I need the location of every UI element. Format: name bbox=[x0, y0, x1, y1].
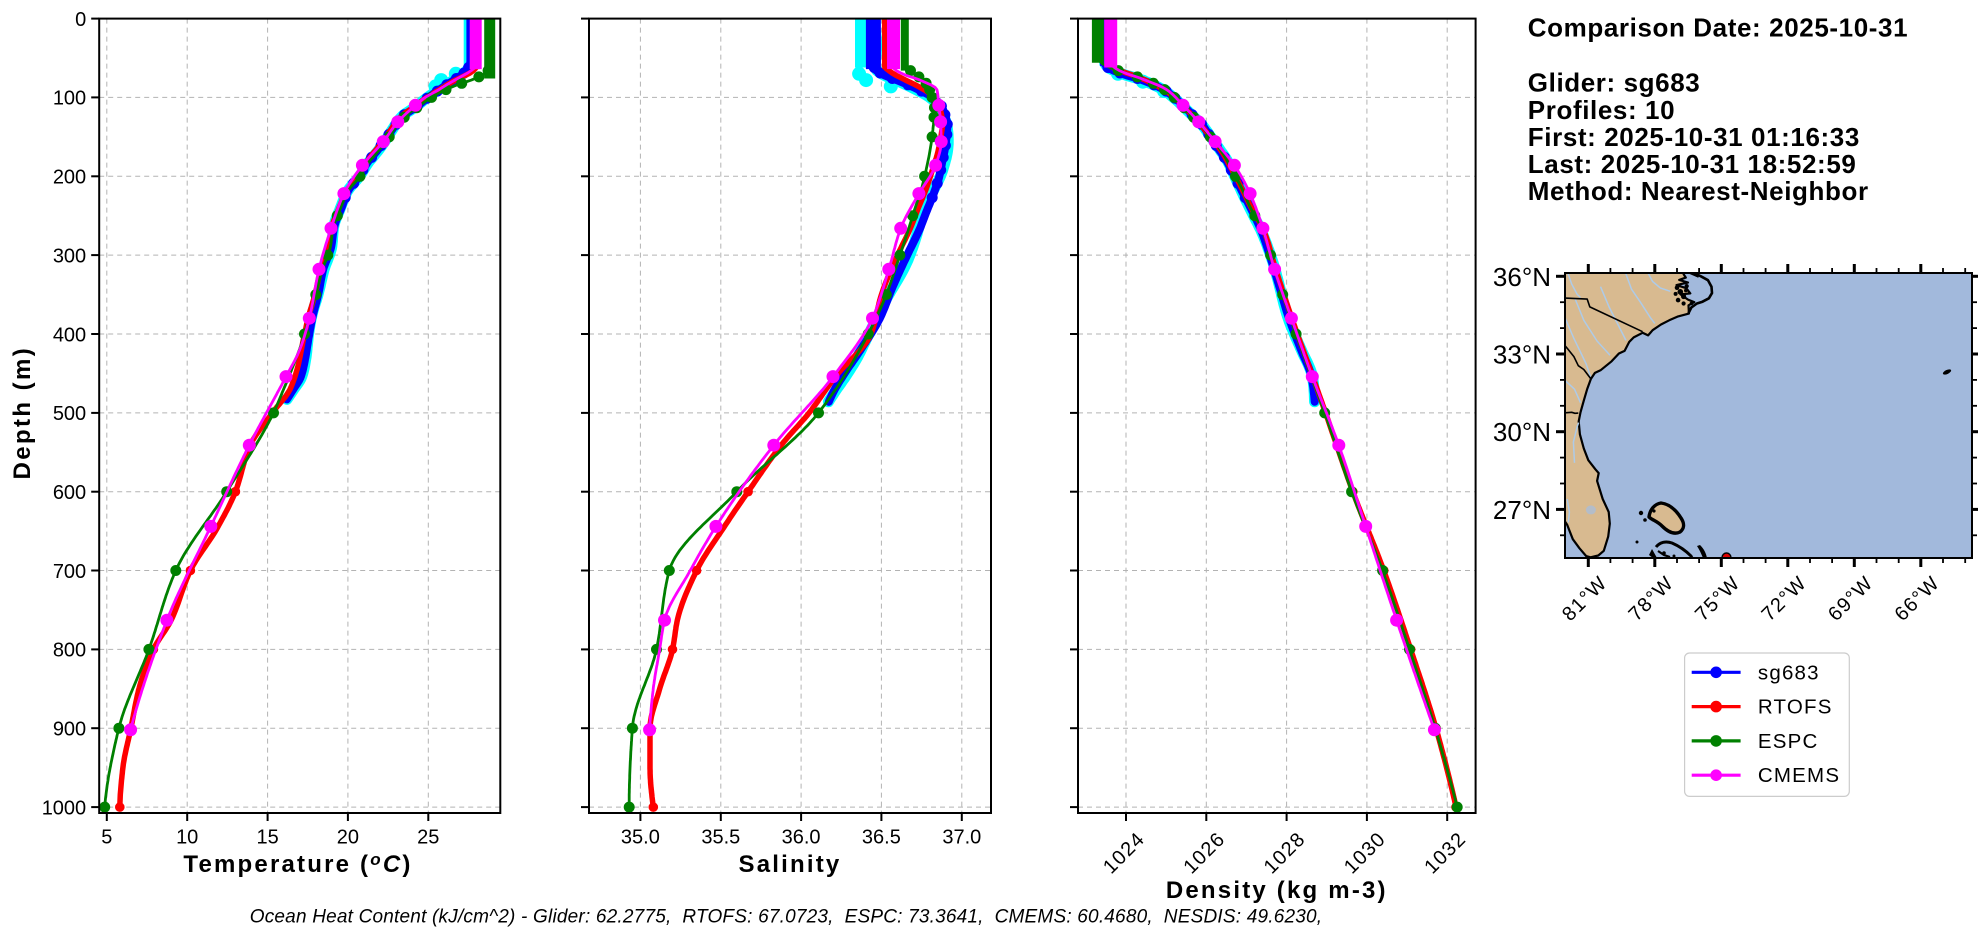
svg-text:5: 5 bbox=[101, 826, 112, 848]
svg-text:35.0: 35.0 bbox=[621, 826, 660, 848]
svg-text:sg683: sg683 bbox=[1758, 661, 1820, 684]
svg-text:900: 900 bbox=[53, 719, 86, 741]
svg-text:First: 2025-10-31 01:16:33: First: 2025-10-31 01:16:33 bbox=[1528, 122, 1860, 152]
svg-text:33°N: 33°N bbox=[1493, 340, 1551, 370]
svg-text:36.0: 36.0 bbox=[782, 826, 821, 848]
svg-text:Last: 2025-10-31 18:52:59: Last: 2025-10-31 18:52:59 bbox=[1528, 149, 1857, 179]
svg-text:0: 0 bbox=[75, 9, 86, 31]
svg-text:Depth (m): Depth (m) bbox=[9, 346, 36, 480]
svg-text:37.0: 37.0 bbox=[942, 826, 981, 848]
svg-text:1000: 1000 bbox=[42, 797, 87, 819]
svg-text:35.5: 35.5 bbox=[701, 826, 740, 848]
svg-text:Salinity: Salinity bbox=[739, 851, 842, 878]
svg-text:20: 20 bbox=[337, 826, 359, 848]
svg-text:Profiles: 10: Profiles: 10 bbox=[1528, 95, 1675, 125]
svg-text:CMEMS: CMEMS bbox=[1758, 764, 1840, 787]
svg-text:Method: Nearest-Neighbor: Method: Nearest-Neighbor bbox=[1528, 176, 1869, 206]
svg-text:36.5: 36.5 bbox=[862, 826, 901, 848]
svg-text:Glider: sg683: Glider: sg683 bbox=[1528, 68, 1701, 98]
svg-text:400: 400 bbox=[53, 324, 86, 346]
svg-text:30°N: 30°N bbox=[1493, 417, 1551, 447]
svg-text:500: 500 bbox=[53, 403, 86, 425]
svg-text:Density (kg m-3): Density (kg m-3) bbox=[1166, 877, 1388, 904]
svg-text:800: 800 bbox=[53, 640, 86, 662]
svg-text:600: 600 bbox=[53, 482, 86, 504]
svg-text:36°N: 36°N bbox=[1493, 262, 1551, 292]
svg-text:27°N: 27°N bbox=[1493, 495, 1551, 525]
svg-text:RTOFS: RTOFS bbox=[1758, 696, 1833, 719]
svg-text:100: 100 bbox=[53, 88, 86, 110]
svg-text:200: 200 bbox=[53, 167, 86, 189]
svg-text:700: 700 bbox=[53, 561, 86, 583]
svg-text:300: 300 bbox=[53, 245, 86, 267]
svg-text:25: 25 bbox=[417, 826, 439, 848]
svg-text:10: 10 bbox=[176, 826, 198, 848]
svg-text:ESPC: ESPC bbox=[1758, 730, 1819, 753]
svg-text:15: 15 bbox=[256, 826, 278, 848]
svg-text:Comparison Date: 2025-10-31: Comparison Date: 2025-10-31 bbox=[1528, 13, 1908, 43]
svg-text:Ocean Heat Content (kJ/cm^2) -: Ocean Heat Content (kJ/cm^2) - Glider: 6… bbox=[250, 907, 1323, 928]
